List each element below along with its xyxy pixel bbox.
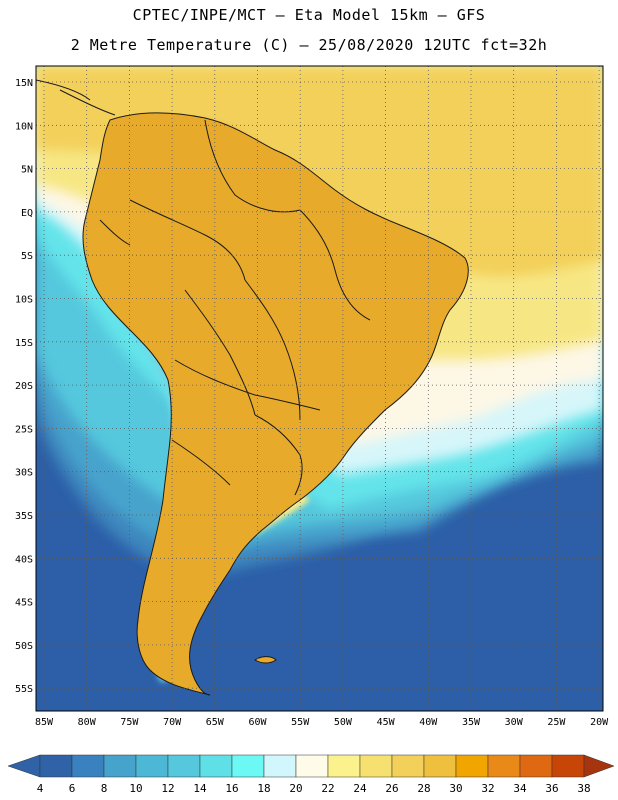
lon-label: 45W [377, 717, 396, 728]
colorbar-label: 22 [321, 782, 334, 795]
colorbar: 4 6 8 10 12 14 16 18 20 22 24 26 28 30 32 34 36 38 [7, 754, 615, 795]
lat-label: 55S [15, 684, 33, 695]
graticule [36, 66, 603, 711]
falklands [254, 656, 277, 664]
lat-label: EQ [21, 208, 33, 219]
lat-label: 5N [21, 165, 33, 176]
lat-label: 40S [15, 554, 33, 565]
colorbar-label: 8 [101, 782, 108, 795]
lat-label: 15S [15, 338, 33, 349]
colorbar-label: 20 [289, 782, 302, 795]
lon-label: 35W [462, 717, 481, 728]
colorbar-swatch [519, 754, 553, 778]
lon-label: 50W [334, 717, 353, 728]
lat-label: 10S [15, 295, 33, 306]
lat-label: 15N [15, 78, 33, 89]
latitude-labels: 15N 10N 5N EQ 5S 10S 15S 20S 25S 30S 35S 40S 45S 50S 5… [15, 78, 33, 695]
colorbar-label: 4 [37, 782, 44, 795]
colorbar-label: 34 [513, 782, 527, 795]
colorbar-label: 38 [577, 782, 590, 795]
lat-label: 35S [15, 511, 33, 522]
map-title: CPTEC/INPE/MCT – Eta Model 15km – GFS [132, 6, 486, 24]
colorbar-swatch [295, 754, 329, 778]
colorbar-swatch [199, 754, 233, 778]
lon-label: 20W [590, 717, 609, 728]
lon-label: 65W [206, 717, 225, 728]
lon-label: 70W [163, 717, 182, 728]
colorbar-swatch [135, 754, 169, 778]
colorbar-label: 28 [417, 782, 430, 795]
colorbar-swatch [423, 754, 457, 778]
colorbar-swatch [359, 754, 393, 778]
lon-label: 40W [419, 717, 438, 728]
map-field [36, 66, 603, 711]
colorbar-label: 16 [225, 782, 238, 795]
colorbar-swatch [551, 754, 585, 778]
caribbean-coast [36, 79, 91, 101]
colorbar-label: 30 [449, 782, 462, 795]
colorbar-label: 26 [385, 782, 398, 795]
colorbar-label: 18 [257, 782, 270, 795]
colorbar-label: 36 [545, 782, 558, 795]
lon-label: 30W [505, 717, 524, 728]
lon-label: 75W [120, 717, 139, 728]
triangle-right-icon [583, 754, 615, 778]
map-frame [35, 65, 604, 712]
lon-label: 80W [78, 717, 97, 728]
lat-label: 20S [15, 381, 33, 392]
colorbar-swatch [391, 754, 425, 778]
colorbar-label: 32 [481, 782, 494, 795]
lon-label: 60W [248, 717, 267, 728]
colorbar-swatch [263, 754, 297, 778]
longitude-labels: 85W 80W 75W 70W 65W 60W 55W 50W 45W 40W 35W 30W 25W 2… [35, 717, 609, 728]
country-borders [82, 112, 469, 696]
lat-label: 25S [15, 424, 33, 435]
lon-label: 55W [291, 717, 310, 728]
lon-label: 85W [35, 717, 54, 728]
colorbar-swatch [455, 754, 489, 778]
colorbar-label: 6 [69, 782, 76, 795]
colorbar-label: 10 [129, 782, 142, 795]
lat-label: 50S [15, 641, 33, 652]
triangle-left-icon [7, 754, 41, 778]
lon-label: 25W [547, 717, 566, 728]
colorbar-label: 24 [353, 782, 367, 795]
colorbar-swatch [71, 754, 105, 778]
lat-label: 5S [21, 251, 33, 262]
colorbar-swatch [39, 754, 73, 778]
lat-label: 10N [15, 121, 33, 132]
colorbar-label: 14 [193, 782, 207, 795]
lat-label: 45S [15, 598, 33, 609]
colorbar-swatch [167, 754, 201, 778]
map-subtitle: 2 Metre Temperature (C) – 25/08/2020 12U… [70, 36, 548, 54]
colorbar-label: 12 [161, 782, 174, 795]
lat-label: 30S [15, 468, 33, 479]
colorbar-swatch [487, 754, 521, 778]
central-america-coast [59, 89, 116, 116]
colorbar-swatch [327, 754, 361, 778]
colorbar-swatch [231, 754, 265, 778]
colorbar-swatch [103, 754, 137, 778]
